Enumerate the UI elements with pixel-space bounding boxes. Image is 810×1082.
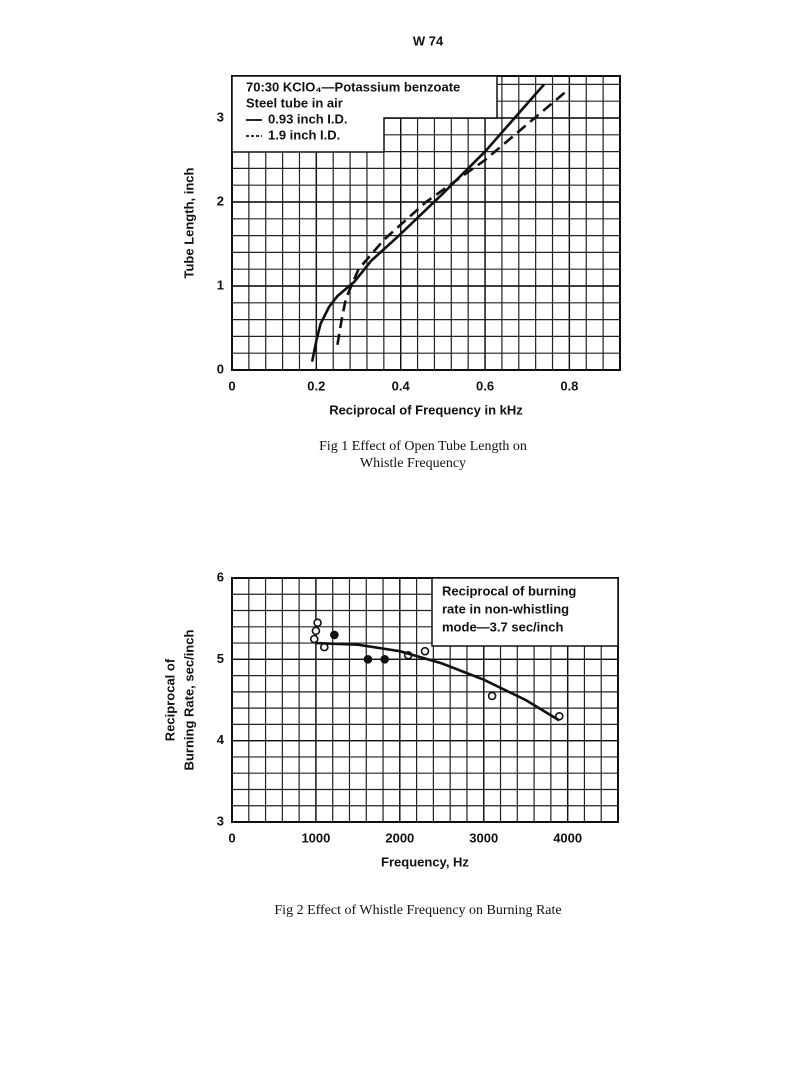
x-tick-label: 0	[228, 378, 235, 393]
legend-label: 1.9 inch I.D.	[268, 127, 340, 142]
x-tick-label: 3000	[469, 830, 498, 845]
data-point	[363, 655, 373, 664]
x-tick-label: 1000	[301, 830, 330, 845]
x-tick-label: 0.8	[560, 378, 578, 393]
y-tick-label: 1	[217, 277, 224, 292]
x-tick-label: 0	[228, 830, 235, 845]
x-tick-label: 2000	[385, 830, 414, 845]
caption: Fig 2 Effect of Whistle Frequency on Bur…	[274, 903, 561, 918]
annotation: mode—3.7 sec/inch	[442, 619, 563, 634]
y-tick-label: 2	[217, 193, 224, 208]
annotation: rate in non-whistling	[442, 601, 569, 616]
data-point	[380, 655, 390, 664]
annotation: 70:30 KClO₄—Potassium benzoate	[246, 79, 460, 94]
y-tick-label: 0	[217, 361, 224, 376]
annotation: Reciprocal of burning	[442, 583, 576, 598]
y-axis-label: Tube Length, inch	[181, 167, 196, 278]
caption: Fig 1 Effect of Open Tube Length on	[319, 439, 527, 454]
page-label: W 74	[413, 33, 444, 48]
y-tick-label: 3	[217, 813, 224, 828]
legend-label: 0.93 inch I.D.	[268, 111, 347, 126]
y-tick-label: 5	[217, 651, 224, 666]
x-axis-label: Frequency, Hz	[381, 854, 469, 869]
legend-box	[431, 577, 619, 647]
x-tick-label: 4000	[553, 830, 582, 845]
plot-frame	[231, 577, 619, 823]
x-tick-label: 0.2	[307, 378, 325, 393]
y-axis-label: Reciprocal of	[162, 658, 177, 741]
y-tick-label: 4	[217, 732, 225, 747]
x-tick-label: 0.6	[476, 378, 494, 393]
data-point	[330, 630, 339, 640]
legend-box	[231, 75, 498, 153]
y-tick-label: 3	[217, 109, 224, 124]
data-point	[311, 626, 321, 636]
annotation: Steel tube in air	[246, 95, 343, 110]
x-tick-label: 0.4	[392, 378, 411, 393]
data-point	[487, 691, 497, 701]
data-point	[420, 646, 430, 656]
caption: Whistle Frequency	[360, 456, 466, 471]
x-axis-label: Reciprocal of Frequency in kHz	[329, 402, 523, 417]
data-point	[313, 618, 322, 628]
data-line	[315, 641, 560, 722]
y-axis-label: Burning Rate, sec/inch	[181, 630, 196, 771]
y-tick-label: 6	[217, 569, 224, 584]
data-point	[309, 634, 319, 644]
